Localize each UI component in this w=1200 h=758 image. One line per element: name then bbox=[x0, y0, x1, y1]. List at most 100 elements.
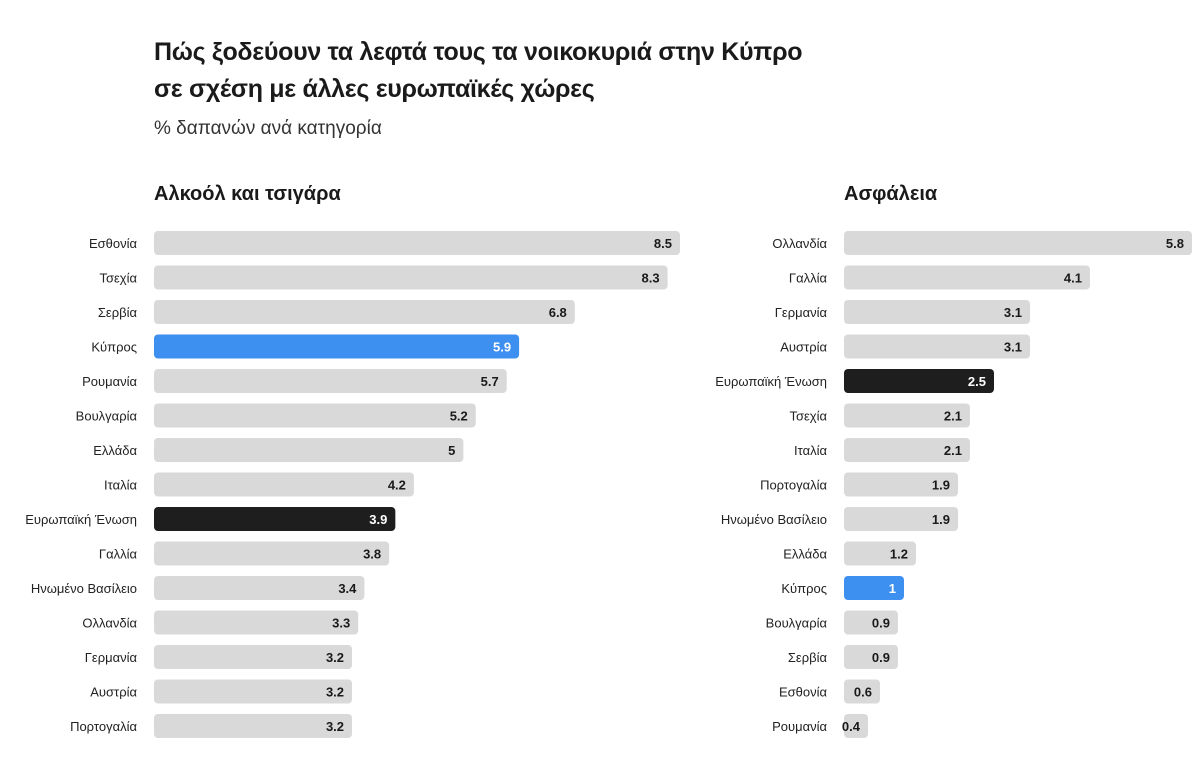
value-label: 5.2 bbox=[450, 409, 468, 424]
chart-0-bar-group-10: Ηνωμένο Βασίλειο 3.4 bbox=[31, 576, 365, 600]
chart-0-bar-group-12: Γερμανία 3.2 bbox=[85, 645, 353, 669]
value-label: 6.8 bbox=[549, 305, 567, 320]
value-label: 0.6 bbox=[854, 685, 872, 700]
bar bbox=[154, 438, 464, 462]
category-label: Πορτογαλία bbox=[70, 719, 137, 734]
chart-0-bar-group-13: Αυστρία 3.2 bbox=[90, 679, 353, 704]
value-label: 0.9 bbox=[872, 616, 890, 631]
value-label: 2.1 bbox=[944, 443, 962, 458]
category-label: Ηνωμένο Βασίλειο bbox=[31, 581, 137, 596]
value-label: 5.9 bbox=[493, 340, 511, 355]
value-label: 8.3 bbox=[642, 271, 660, 286]
category-label: Τσεχία bbox=[99, 271, 137, 286]
chart-0-bar-group-6: Ελλάδα 5 bbox=[93, 438, 464, 462]
bar bbox=[844, 576, 904, 600]
value-label: 4.1 bbox=[1064, 271, 1082, 286]
chart-1-bar-group-2: Γερμανία 3.1 bbox=[775, 300, 1030, 324]
chart-0-bar-group-0: Εσθονία 8.5 bbox=[89, 231, 680, 255]
value-label: 2.1 bbox=[944, 409, 962, 424]
category-label: Αυστρία bbox=[780, 340, 827, 355]
chart-1-bar-group-0: Ολλανδία 5.8 bbox=[772, 231, 1192, 255]
category-label: Ηνωμένο Βασίλειο bbox=[721, 512, 827, 527]
chart-1-bar-group-4: Ευρωπαϊκή Ένωση 2.5 bbox=[715, 369, 994, 393]
category-label: Σερβία bbox=[788, 650, 828, 665]
value-label: 1.9 bbox=[932, 478, 950, 493]
category-label: Τσεχία bbox=[789, 409, 827, 424]
bar bbox=[154, 472, 414, 497]
category-label: Ιταλία bbox=[104, 478, 137, 493]
value-label: 8.5 bbox=[654, 236, 672, 251]
category-label: Ολλανδία bbox=[82, 616, 137, 631]
category-label: Γερμανία bbox=[85, 650, 138, 665]
bar bbox=[844, 679, 880, 704]
chart-0-bar-group-1: Τσεχία 8.3 bbox=[99, 265, 668, 290]
category-label: Γαλλία bbox=[99, 547, 138, 562]
bar bbox=[154, 334, 520, 359]
chart-title-line-2: σε σχέση με άλλες ευρωπαϊκές χώρες bbox=[154, 75, 595, 103]
chart-0-bar-group-11: Ολλανδία 3.3 bbox=[82, 610, 359, 635]
chart-1-bar-group-6: Ιταλία 2.1 bbox=[794, 438, 970, 462]
chart-0-bar-group-7: Ιταλία 4.2 bbox=[104, 472, 414, 497]
category-label: Ευρωπαϊκή Ένωση bbox=[715, 374, 827, 389]
chart-1-bar-group-5: Τσεχία 2.1 bbox=[789, 403, 970, 428]
chart-0-bar-group-8: Ευρωπαϊκή Ένωση 3.9 bbox=[25, 507, 396, 531]
category-label: Κύπρος bbox=[91, 340, 137, 355]
chart-0-bar-group-3: Κύπρος 5.9 bbox=[91, 334, 520, 359]
value-label: 0.9 bbox=[872, 650, 890, 665]
value-label: 3.3 bbox=[332, 616, 350, 631]
value-label: 4.2 bbox=[388, 478, 406, 493]
chart-1-bar-group-13: Εσθονία 0.6 bbox=[779, 679, 880, 704]
chart-1-bar-group-7: Πορτογαλία 1.9 bbox=[760, 472, 958, 497]
bar bbox=[154, 507, 396, 531]
chart-title: Πώς ξοδεύουν τα λεφτά τους τα νοικοκυριά… bbox=[154, 34, 1054, 108]
category-label: Κύπρος bbox=[781, 581, 827, 596]
chart-0-bar-group-2: Σερβία 6.8 bbox=[98, 300, 575, 324]
bar bbox=[844, 438, 970, 462]
bar bbox=[154, 645, 353, 669]
value-label: 5 bbox=[448, 443, 455, 458]
category-label: Ελλάδα bbox=[93, 443, 137, 458]
bar bbox=[844, 369, 994, 393]
chart-1-bar-group-8: Ηνωμένο Βασίλειο 1.9 bbox=[721, 507, 958, 531]
value-label: 5.7 bbox=[481, 374, 499, 389]
bar bbox=[844, 472, 958, 497]
value-label: 2.5 bbox=[968, 374, 986, 389]
right-panel-title: Ασφάλεια bbox=[844, 183, 938, 205]
bar bbox=[844, 334, 1030, 359]
bar bbox=[844, 645, 898, 669]
category-label: Ελλάδα bbox=[783, 547, 827, 562]
value-label: 3.8 bbox=[363, 547, 381, 562]
value-label: 3.2 bbox=[326, 719, 344, 734]
category-label: Πορτογαλία bbox=[760, 478, 827, 493]
value-label: 3.1 bbox=[1004, 305, 1022, 320]
bar bbox=[844, 610, 898, 635]
category-label: Αυστρία bbox=[90, 685, 137, 700]
chart-title-line-1: Πώς ξοδεύουν τα λεφτά τους τα νοικοκυριά… bbox=[154, 38, 803, 66]
category-label: Βουλγαρία bbox=[76, 409, 138, 424]
value-label: 3.2 bbox=[326, 685, 344, 700]
bar bbox=[844, 403, 970, 428]
chart-1-bar-group-3: Αυστρία 3.1 bbox=[780, 334, 1030, 359]
value-label: 1 bbox=[889, 581, 896, 596]
chart-0-bar-group-14: Πορτογαλία 3.2 bbox=[70, 714, 353, 738]
value-label: 3.1 bbox=[1004, 340, 1022, 355]
value-label: 3.9 bbox=[369, 512, 387, 527]
bar bbox=[154, 576, 365, 600]
value-label: 1.9 bbox=[932, 512, 950, 527]
category-label: Εσθονία bbox=[89, 236, 138, 251]
bar bbox=[154, 265, 668, 290]
value-label: 5.8 bbox=[1166, 236, 1184, 251]
bar bbox=[154, 714, 353, 738]
bar bbox=[154, 300, 575, 324]
bar bbox=[154, 679, 353, 704]
category-label: Ολλανδία bbox=[772, 236, 827, 251]
category-label: Ευρωπαϊκή Ένωση bbox=[25, 512, 137, 527]
bar bbox=[154, 403, 476, 428]
bar bbox=[844, 541, 916, 566]
bar bbox=[844, 265, 1090, 290]
chart-0-bar-group-9: Γαλλία 3.8 bbox=[99, 541, 390, 566]
bar bbox=[154, 610, 359, 635]
value-label: 0.4 bbox=[842, 719, 861, 734]
